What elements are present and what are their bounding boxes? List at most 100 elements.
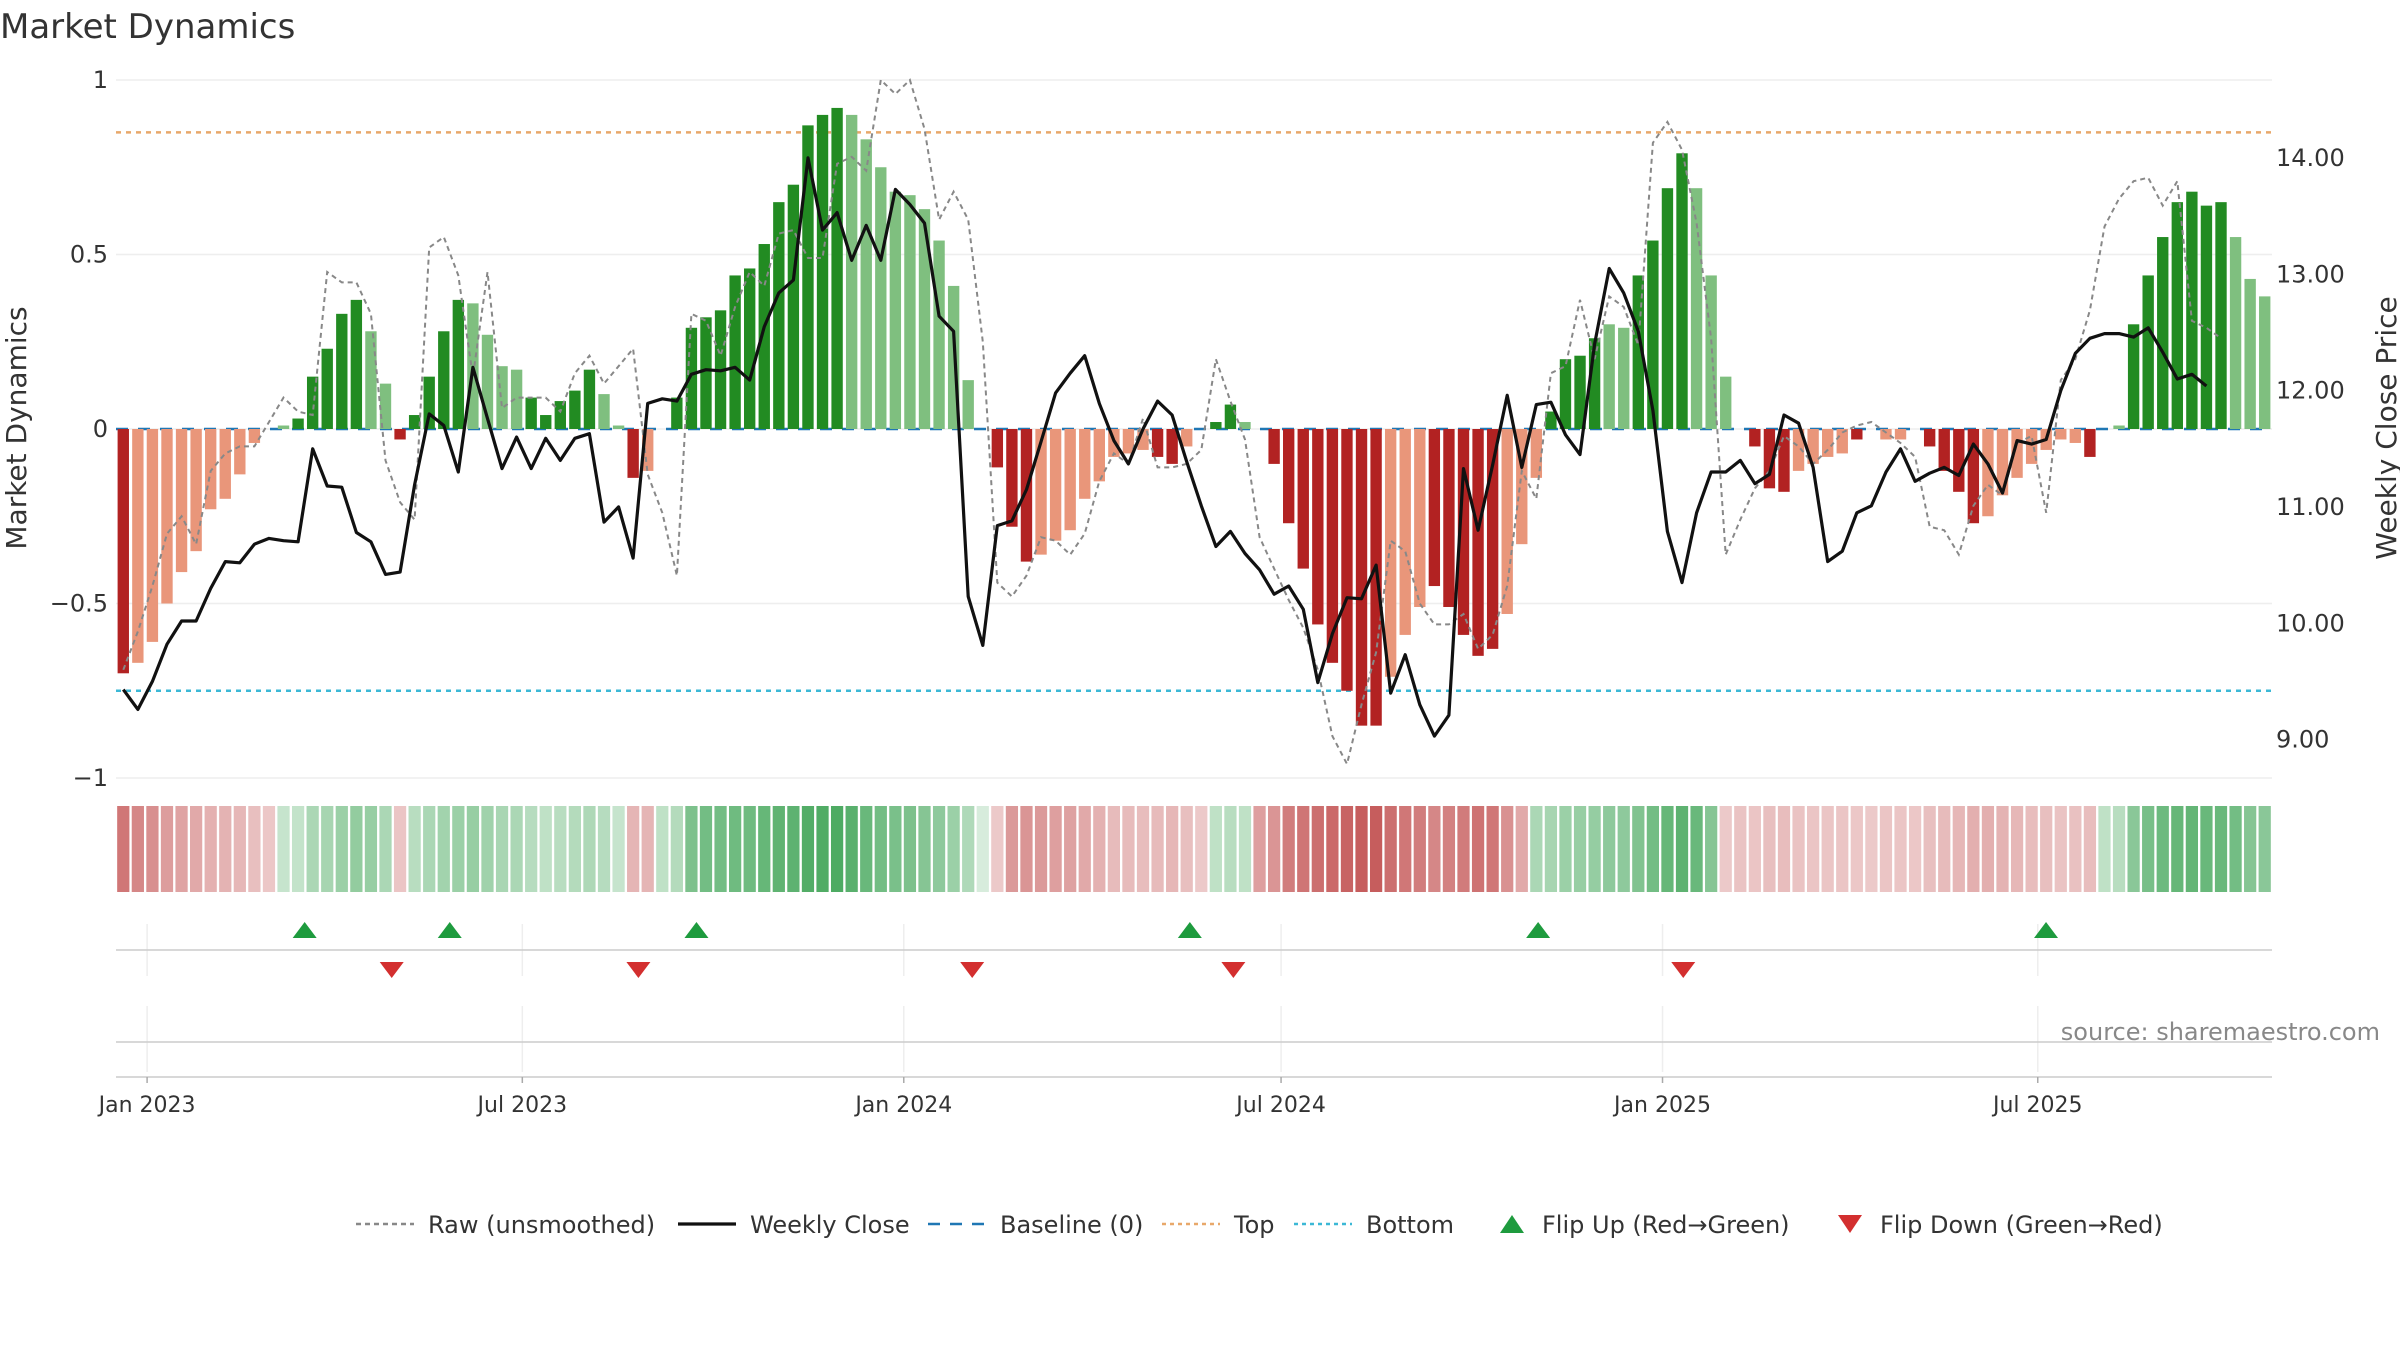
strip-cell <box>1573 806 1587 892</box>
flip-down-marker <box>1221 962 1246 978</box>
dynamics-bar <box>423 376 435 429</box>
strip-cell <box>627 806 640 892</box>
dynamics-bar <box>583 369 596 429</box>
strip-cell <box>1865 806 1878 892</box>
dynamics-bar <box>219 429 231 499</box>
strip-cell <box>918 806 931 892</box>
strip-cell <box>248 806 261 892</box>
dynamics-bar <box>1020 429 1033 562</box>
dynamics-bar <box>1079 429 1091 499</box>
strip-cell <box>932 806 946 892</box>
flip-markers-panel <box>116 922 2272 978</box>
strip-cell <box>976 806 989 892</box>
dynamics-bar <box>860 139 872 429</box>
dynamics-bar <box>1559 359 1572 429</box>
dynamics-bars <box>117 107 2271 726</box>
strip-cell <box>481 806 494 892</box>
dynamics-bar <box>2025 429 2038 464</box>
strip-cell <box>495 806 509 892</box>
dynamics-bar <box>1210 422 1222 429</box>
strip-cell <box>393 806 407 892</box>
strip-cell <box>2244 806 2257 892</box>
dynamics-bar <box>1399 429 1411 635</box>
dynamics-bar <box>1618 327 1630 429</box>
dynamics-bar <box>2171 202 2183 429</box>
strip-cell <box>2083 806 2097 892</box>
strip-cell <box>1501 806 1514 892</box>
raw-line <box>122 77 2222 767</box>
dynamics-bar <box>2069 429 2082 443</box>
dynamics-bar <box>1501 429 1513 614</box>
strip-cell <box>160 806 174 892</box>
dynamics-bar <box>787 184 800 429</box>
strip-cell <box>947 806 960 892</box>
dynamics-bar <box>1268 429 1280 464</box>
strip-cell <box>1894 806 1907 892</box>
dynamics-bar <box>685 327 698 429</box>
dynamics-bar <box>598 394 610 429</box>
strip-cell <box>597 806 611 892</box>
strip-cell <box>772 806 785 892</box>
strip-cell <box>685 806 698 892</box>
strip-cell <box>379 806 392 892</box>
empty-panel <box>116 1041 2272 1078</box>
strip-cell <box>1224 806 1237 892</box>
y-right-tick-label: 14.00 <box>2276 144 2345 172</box>
dynamics-bar <box>1384 429 1397 677</box>
dynamics-bar <box>1953 429 1965 492</box>
dynamics-bar <box>1049 429 1062 541</box>
strip-cell <box>1107 806 1120 892</box>
strip-cell <box>1078 806 1091 892</box>
strip-cell <box>1559 806 1572 892</box>
strip-cell <box>729 806 742 892</box>
dynamics-bar <box>1006 429 1018 527</box>
dynamics-bar <box>1414 429 1426 607</box>
raw-series <box>122 77 2222 767</box>
dynamics-bar <box>1137 429 1149 450</box>
strip-cell <box>262 806 276 892</box>
strip-cell <box>1442 806 1456 892</box>
flip-down-marker <box>379 962 404 978</box>
strip-cell <box>801 806 815 892</box>
strip-cell <box>1938 806 1951 892</box>
dynamics-bar <box>1661 188 1674 429</box>
legend: Raw (unsmoothed) Weekly Close Baseline (0)… <box>356 1211 2163 1239</box>
dynamics-bar <box>161 429 173 604</box>
x-tick-label: Jan 2024 <box>853 1093 952 1118</box>
dynamics-bar <box>1341 429 1353 691</box>
strip-cell <box>830 806 844 892</box>
strip-cell <box>845 806 858 892</box>
strip-cell <box>1428 806 1441 892</box>
dynamics-bar <box>1822 429 1834 457</box>
dynamics-bar <box>2142 275 2154 429</box>
strip-cell <box>1836 806 1849 892</box>
strip-cell <box>1486 806 1499 892</box>
strip-cell <box>525 806 538 892</box>
y-left-axis: 1 0.5 0 −0.5 −1 <box>50 66 108 792</box>
strip-cell <box>1413 806 1426 892</box>
dynamics-bar <box>1428 429 1441 587</box>
strip-cell <box>1850 806 1863 892</box>
strip-cell <box>1369 806 1383 892</box>
strip-cell <box>903 806 917 892</box>
dynamics-bar <box>394 429 406 440</box>
strip-cell <box>1253 806 1266 892</box>
strip-cell <box>670 806 683 892</box>
dynamics-bar <box>1457 429 1470 635</box>
dynamics-bar <box>1355 429 1368 726</box>
strip-cell <box>2127 806 2140 892</box>
dynamics-bar <box>481 334 494 429</box>
dynamics-bar <box>1778 429 1790 492</box>
strip-cell <box>816 806 829 892</box>
dynamics-bar <box>1516 429 1528 545</box>
strip-cell <box>1981 806 1995 892</box>
dynamics-bar <box>234 429 246 475</box>
legend-label: Flip Down (Green→Red) <box>1880 1211 2163 1239</box>
strip-cell <box>1457 806 1470 892</box>
strip-cell <box>190 806 203 892</box>
dynamics-bar <box>2055 429 2067 440</box>
legend-swatch-triangle-down <box>1838 1215 1862 1233</box>
dynamics-bar <box>773 202 785 429</box>
strip-cell <box>2054 806 2067 892</box>
